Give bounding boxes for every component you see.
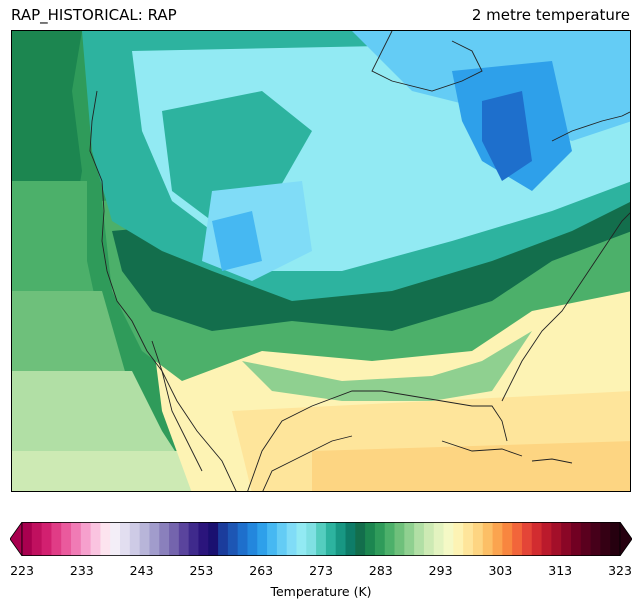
colorbar-segment xyxy=(570,522,582,556)
cuba-coastline xyxy=(441,440,523,457)
colorbar-segment xyxy=(267,522,278,556)
colorbar-segment xyxy=(590,522,601,556)
labrador-coastline xyxy=(551,111,630,142)
caribbean-warm-region xyxy=(312,441,630,491)
colorbar-tick-label: 323 xyxy=(608,563,632,578)
colorbar-segment xyxy=(482,522,494,556)
colorbar-segment xyxy=(492,522,503,556)
mexico-coastline xyxy=(262,435,353,491)
temperature-field xyxy=(12,31,630,491)
colorbar-segment xyxy=(600,522,611,556)
colorbar-extend-min xyxy=(10,522,23,556)
colorbar-segment xyxy=(22,522,33,556)
colorbar-segment xyxy=(433,522,445,556)
colorbar-border xyxy=(21,522,621,556)
colorbar-segment xyxy=(502,522,513,556)
colorbar-segment xyxy=(423,522,435,556)
colorbar-label: Temperature (K) xyxy=(270,584,372,599)
colorbar-segment xyxy=(178,522,190,556)
colorbar xyxy=(10,522,632,556)
colorbar-segment xyxy=(453,522,464,556)
colorbar-segment xyxy=(374,522,386,556)
colorbar-tick-label: 263 xyxy=(249,563,274,578)
colorbar-tick-label: 223 xyxy=(10,563,34,578)
colorbar-segment xyxy=(139,522,151,556)
map-title-right: 2 metre temperature xyxy=(471,6,630,24)
southern-plains-band xyxy=(242,331,532,401)
colorbar-segment xyxy=(561,522,572,556)
colorbar-segment xyxy=(276,522,288,556)
colorbar-segment xyxy=(286,522,298,556)
colorbar-segment xyxy=(365,522,376,556)
colorbar-segment xyxy=(90,522,102,556)
colorbar-segment xyxy=(316,522,327,556)
colorbar-segment xyxy=(463,522,474,556)
colorbar-segment xyxy=(541,522,552,556)
colorbar-segment xyxy=(414,522,425,556)
colorbar-segment xyxy=(51,522,62,556)
colorbar-segment xyxy=(41,522,53,556)
colorbar-segment xyxy=(71,522,82,556)
colorbar-tick-label: 303 xyxy=(488,563,513,578)
colorbar-segment xyxy=(345,522,356,556)
rockies-coldest-region xyxy=(212,211,262,271)
colorbar-tick-label: 313 xyxy=(548,563,573,578)
hudson-bay-coastline xyxy=(371,31,483,92)
baja-coastline xyxy=(151,340,203,472)
colorbar-segment xyxy=(531,522,543,556)
quebec-coldest-region xyxy=(482,91,532,181)
colorbar-segment xyxy=(404,522,415,556)
atlantic-coastline xyxy=(501,212,630,402)
hispaniola-coastline xyxy=(531,458,573,464)
colorbar-segment xyxy=(394,522,405,556)
colorbar-tick-label: 243 xyxy=(129,563,154,578)
colorbar-segment xyxy=(149,522,160,556)
colorbar-segment xyxy=(521,522,533,556)
colorbar-segment xyxy=(61,522,72,556)
colorbar-segment xyxy=(247,522,258,556)
pacific-coastline xyxy=(89,90,237,491)
colorbar-segment xyxy=(188,522,200,556)
colorbar-segment xyxy=(325,522,337,556)
colorbar-segment xyxy=(218,522,229,556)
colorbar-segment xyxy=(551,522,562,556)
colorbar-segment xyxy=(335,522,347,556)
colorbar-segment xyxy=(443,522,454,556)
colorbar-segment xyxy=(129,522,141,556)
temperature-map xyxy=(11,30,631,492)
colorbar-tick-label: 293 xyxy=(428,563,453,578)
colorbar-segment xyxy=(355,522,366,556)
colorbar-segment xyxy=(257,522,268,556)
colorbar-tick-label: 283 xyxy=(368,563,393,578)
colorbar-segment xyxy=(580,522,592,556)
colorbar-segment xyxy=(31,522,43,556)
colorbar-segment xyxy=(472,522,484,556)
colorbar-segment xyxy=(296,522,307,556)
colorbar-segment xyxy=(110,522,121,556)
colorbar-segment xyxy=(610,522,621,556)
colorbar-segment xyxy=(120,522,131,556)
colorbar-segment xyxy=(384,522,396,556)
colorbar-segment xyxy=(227,522,239,556)
colorbar-segment xyxy=(100,522,111,556)
gulf-coastline xyxy=(247,390,508,491)
colorbar-segment xyxy=(159,522,170,556)
pacific-subtropic-band xyxy=(12,451,211,491)
coastlines xyxy=(89,31,630,491)
colorbar-segment xyxy=(237,522,249,556)
colorbar-segment xyxy=(198,522,209,556)
colorbar-tick-label: 233 xyxy=(69,563,94,578)
colorbar-segment xyxy=(169,522,180,556)
colorbar-segment xyxy=(512,522,523,556)
colorbar-tick-label: 253 xyxy=(189,563,214,578)
map-title-left: RAP_HISTORICAL: RAP xyxy=(11,6,177,24)
colorbar-tick-label: 273 xyxy=(309,563,333,578)
colorbar-segment xyxy=(208,522,219,556)
colorbar-segment xyxy=(306,522,317,556)
colorbar-segment xyxy=(80,522,92,556)
colorbar-extend-max xyxy=(619,522,632,556)
